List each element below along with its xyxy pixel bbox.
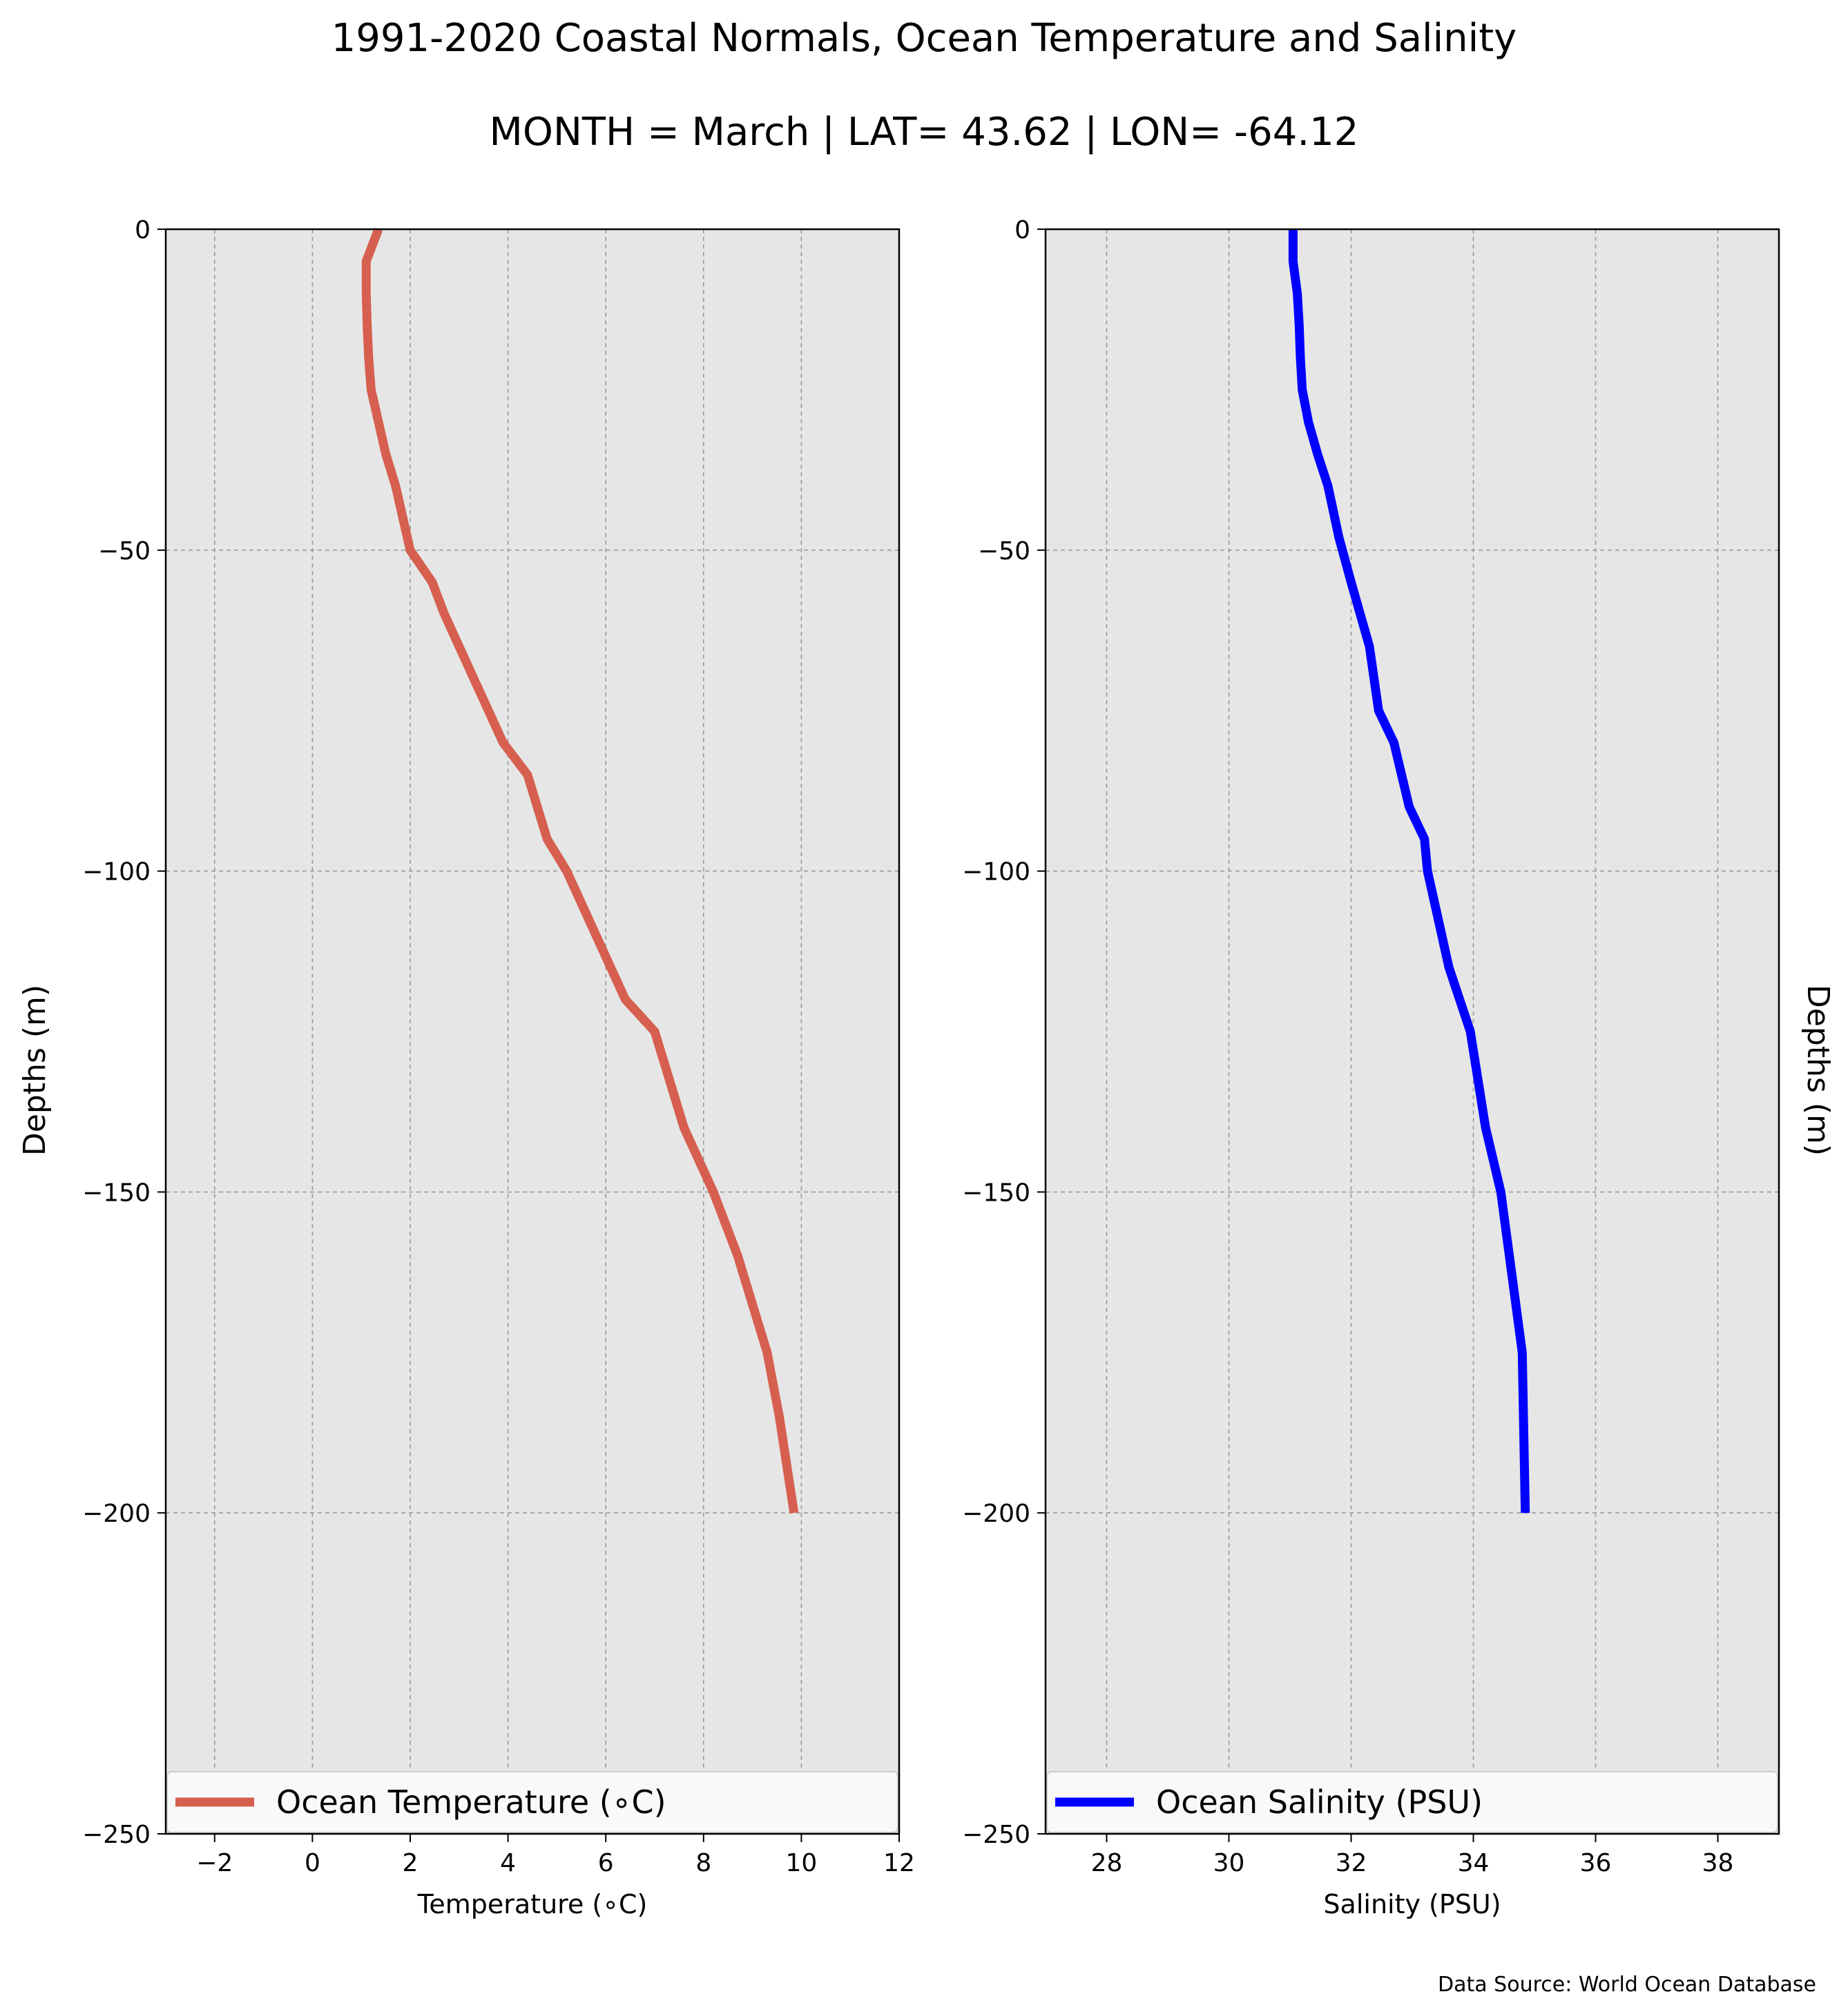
temperature-panel: Ocean Temperature (∘C) −2 0 2 4 6 8 10 12 0 −50 −10…	[82, 216, 915, 1919]
x-tick-label: 10	[785, 1849, 817, 1877]
y-tick-label: −150	[82, 1179, 151, 1207]
x-axis-label: Salinity (PSU)	[1323, 1889, 1501, 1919]
series-line-0	[1288, 229, 1530, 1513]
x-tick-label: 32	[1336, 1849, 1367, 1877]
left-y-axis-label: Depths (m)	[17, 985, 52, 1156]
y-tick-label: −50	[98, 537, 151, 565]
y-tick-label: 0	[135, 216, 151, 244]
panel-1-axes-frame	[1044, 228, 1780, 1835]
right-y-axis-label: Depths (m)	[1800, 985, 1836, 1156]
y-tick-label: −150	[962, 1179, 1030, 1207]
salinity-panel: Ocean Salinity (PSU) 28 30 32 34 36 38 0 −50 −100…	[962, 216, 1780, 1919]
x-tick-label: 38	[1702, 1849, 1734, 1877]
series-line-0	[361, 227, 799, 1514]
x-tick-label: 28	[1091, 1849, 1123, 1877]
x-axis-label: Temperature (∘C)	[417, 1889, 648, 1919]
x-tick-label: 36	[1580, 1849, 1612, 1877]
legend-label: Ocean Temperature (∘C)	[276, 1783, 666, 1821]
x-tick-label: 2	[403, 1849, 418, 1877]
panel-0-axes-frame	[164, 228, 901, 1835]
x-tick-label: −2	[196, 1849, 233, 1877]
figure-title: 1991-2020 Coastal Normals, Ocean Tempera…	[331, 16, 1517, 61]
x-tick-label: 30	[1213, 1849, 1245, 1877]
panel-0-plot-area	[166, 229, 899, 1834]
data-source-note: Data Source: World Ocean Database	[1438, 1973, 1816, 1997]
y-tick-label: −50	[978, 537, 1030, 565]
legend-box	[1046, 1771, 1778, 1833]
x-tick-label: 4	[500, 1849, 516, 1877]
figure-subtitle: MONTH = March | LAT= 43.62 | LON= -64.12	[490, 110, 1359, 155]
x-tick-label: 0	[305, 1849, 320, 1877]
panel-1-plot-area	[1046, 229, 1779, 1834]
y-tick-label: −250	[82, 1821, 151, 1849]
x-tick-label: 8	[695, 1849, 711, 1877]
y-tick-label: −100	[82, 858, 151, 887]
x-tick-label: 34	[1458, 1849, 1490, 1877]
y-tick-label: −250	[962, 1821, 1030, 1849]
legend-label: Ocean Salinity (PSU)	[1156, 1783, 1483, 1821]
legend-box	[166, 1771, 898, 1833]
y-tick-label: −200	[962, 1500, 1030, 1528]
y-tick-label: 0	[1014, 216, 1030, 244]
x-tick-label: 12	[883, 1849, 915, 1877]
x-tick-label: 6	[598, 1849, 614, 1877]
y-tick-label: −100	[962, 858, 1030, 887]
y-tick-label: −200	[82, 1500, 151, 1528]
